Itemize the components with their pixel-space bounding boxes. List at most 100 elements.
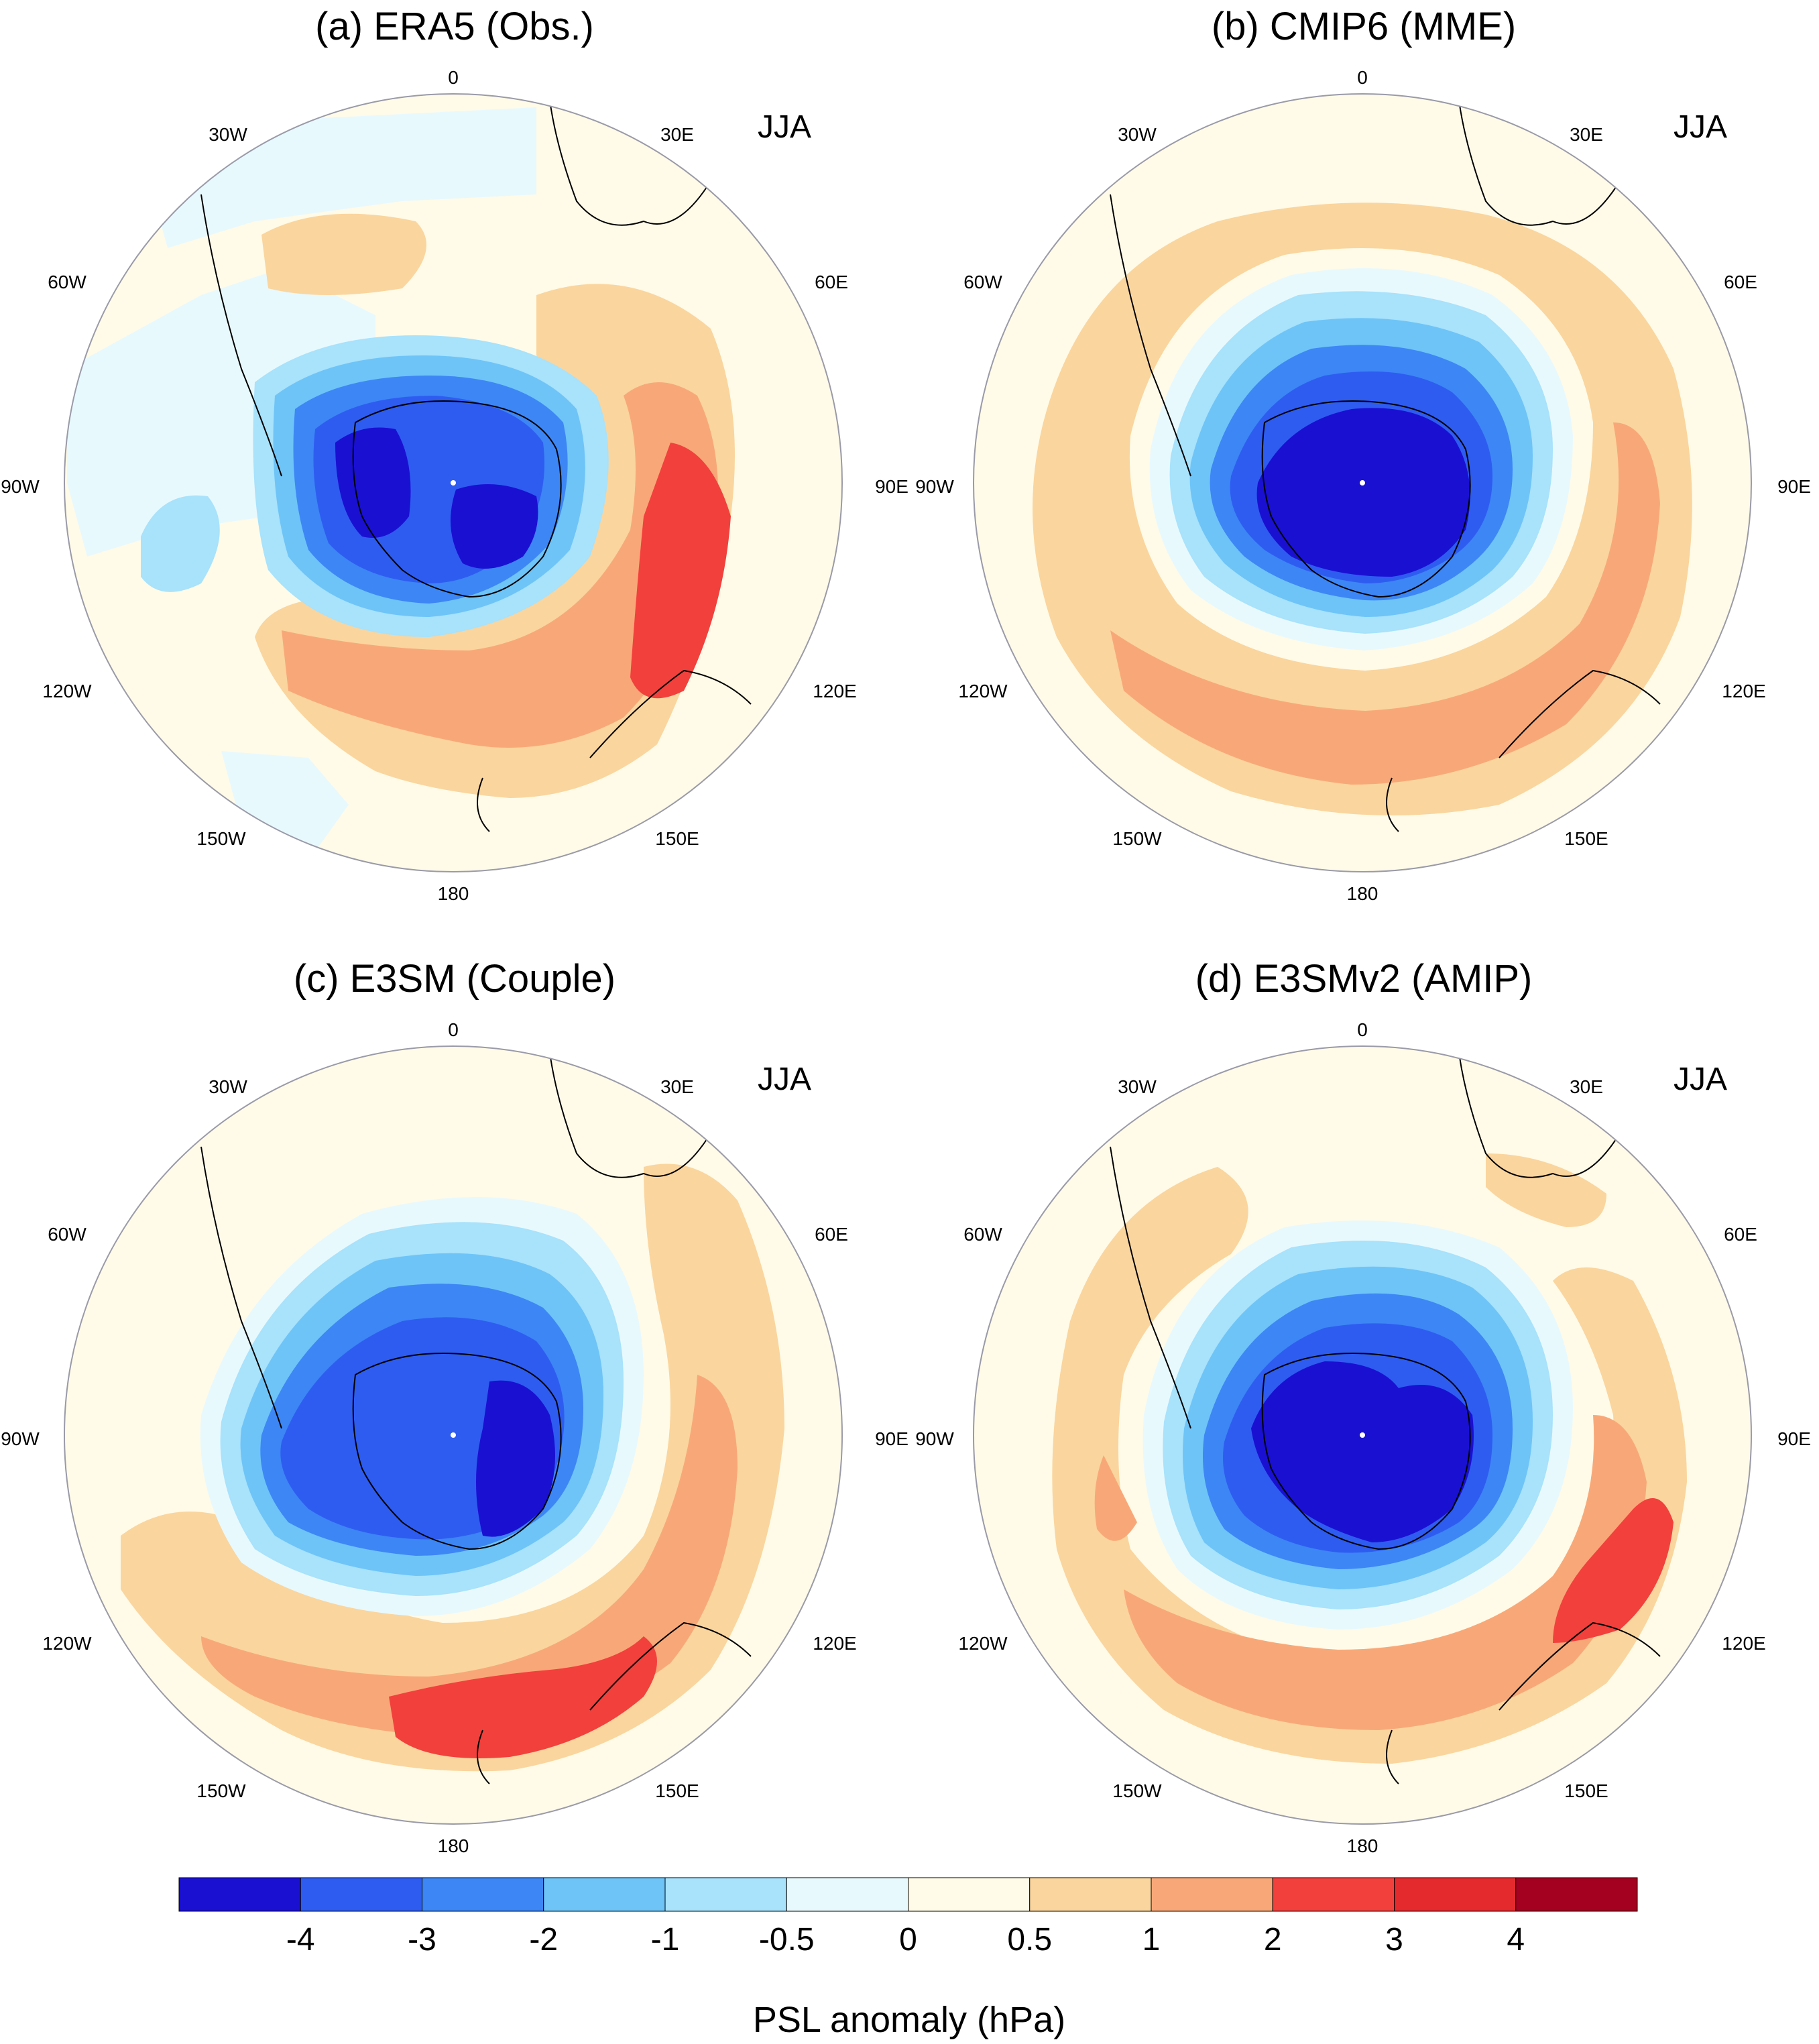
lon-label-90w: 90W <box>1 1428 40 1449</box>
lon-label-60e: 60E <box>1724 272 1757 292</box>
anomaly-region-positive <box>1486 1153 1606 1227</box>
coastline <box>200 1146 282 1429</box>
anomaly-region-positive <box>282 382 719 748</box>
panel-a: (a) ERA5 (Obs.) 0 30E <box>0 0 909 952</box>
lon-label-30e: 30E <box>660 1076 694 1097</box>
anomaly-region-positive <box>1110 422 1660 785</box>
map-boundary <box>973 1045 1752 1825</box>
anomaly-region-positive <box>389 1636 657 1758</box>
colorbar-swatch <box>178 1877 301 1912</box>
anomaly-region-negative <box>451 484 538 569</box>
map-boundary <box>973 93 1752 872</box>
lon-label-120e: 120E <box>1722 1633 1765 1654</box>
polar-map: 0 30E 60E 90E 120E 150E 180 150W 120W 90… <box>915 1019 1811 1856</box>
coastline <box>1261 400 1471 598</box>
lon-label-90e: 90E <box>875 476 908 497</box>
pole-marker <box>451 480 456 486</box>
colorbar-tick-label: -3 <box>408 1922 436 1957</box>
panel-d: (d) E3SMv2 (AMIP) 0 30E 60E 90E <box>909 952 1818 1905</box>
map-boundary <box>64 1045 843 1825</box>
lon-label-150w: 150W <box>1112 828 1162 849</box>
season-label: JJA <box>1674 1062 1727 1097</box>
colorbar-tick-label: 2 <box>1264 1922 1282 1957</box>
coastline <box>549 100 711 226</box>
coastline <box>1386 1729 1399 1784</box>
colorbar-tick-label: -1 <box>651 1922 680 1957</box>
anomaly-region-negative <box>335 427 411 538</box>
coastline <box>549 1052 711 1178</box>
colorbar-tick-label: 3 <box>1385 1922 1403 1957</box>
colorbar-swatch <box>664 1877 787 1912</box>
colorbar-swatch <box>300 1877 422 1912</box>
anomaly-region-positive <box>1094 1455 1137 1541</box>
anomaly-region-negative <box>1256 408 1470 577</box>
lon-label-90e: 90E <box>1777 476 1811 497</box>
lon-label-0: 0 <box>1357 67 1368 88</box>
lon-label-150e: 150E <box>655 828 699 849</box>
colorbar-swatch <box>1272 1877 1395 1912</box>
lon-label-60e: 60E <box>815 1224 848 1245</box>
lon-label-90w: 90W <box>915 476 954 497</box>
lon-label-60w: 60W <box>48 1224 86 1245</box>
anomaly-region-negative <box>476 1380 555 1537</box>
lon-label-150w: 150W <box>196 1780 246 1801</box>
lon-label-180: 180 <box>1347 1835 1378 1856</box>
lon-label-120e: 120E <box>813 1633 856 1654</box>
lon-label-60w: 60W <box>963 272 1002 292</box>
lon-label-30w: 30W <box>1118 124 1157 145</box>
coastline <box>477 777 490 832</box>
coastline <box>477 1729 490 1784</box>
anomaly-region-positive <box>261 213 426 295</box>
colorbar-ticks: -4 -3 -2 -1 -0.5 0 0.5 1 2 3 4 <box>286 1922 1525 1957</box>
coastline <box>352 1353 562 1550</box>
coastline <box>1261 1353 1471 1550</box>
lon-label-150w: 150W <box>196 828 246 849</box>
lon-label-150e: 150E <box>1564 1780 1608 1801</box>
colorbar-swatch <box>1029 1877 1152 1912</box>
lon-label-0: 0 <box>448 67 459 88</box>
lon-label-120w: 120W <box>42 681 92 701</box>
lon-label-120w: 120W <box>958 681 1008 701</box>
colorbar-swatch <box>1515 1877 1638 1912</box>
colorbar: -4 -3 -2 -1 -0.5 0 0.5 1 2 3 4 PSL anomaly (hPa) <box>178 1877 1638 2040</box>
polar-map: 0 30E 60E 90E 120E 150E 180 150W 120W 90… <box>915 67 1811 904</box>
lon-label-150w: 150W <box>1112 1780 1162 1801</box>
lon-label-60e: 60E <box>1724 1224 1757 1245</box>
anomaly-region-positive <box>201 1375 738 1737</box>
lon-label-180: 180 <box>1347 883 1378 904</box>
coastline <box>1458 100 1621 226</box>
colorbar-label: PSL anomaly (hPa) <box>753 2000 1065 2040</box>
lon-label-150e: 150E <box>655 1780 699 1801</box>
colorbar-swatch <box>543 1877 666 1912</box>
pole-marker <box>451 1432 456 1438</box>
polar-map: 0 30E 60E 90E 120E 150E 180 150W 120W 90… <box>1 67 908 904</box>
anomaly-region-negative <box>141 495 220 592</box>
colorbar-tick-label: 1 <box>1142 1922 1161 1957</box>
panel-b: (b) CMIP6 (MME) 0 30E 60E 90E 120E 150E <box>909 0 1818 952</box>
lon-label-30e: 30E <box>1570 124 1603 145</box>
lon-label-120w: 120W <box>42 1633 92 1654</box>
coastline <box>1386 777 1399 832</box>
lon-label-30w: 30W <box>209 1076 247 1097</box>
panel-title: (d) E3SMv2 (AMIP) <box>1195 957 1533 1001</box>
lon-label-60w: 60W <box>48 272 86 292</box>
panel-title: (b) CMIP6 (MME) <box>1211 5 1517 48</box>
lon-label-150e: 150E <box>1564 828 1608 849</box>
colorbar-tick-label: -2 <box>529 1922 558 1957</box>
pole-marker <box>1360 480 1365 486</box>
lon-label-60w: 60W <box>963 1224 1002 1245</box>
lon-label-120e: 120E <box>813 681 856 701</box>
colorbar-swatch <box>1394 1877 1517 1912</box>
lon-label-180: 180 <box>438 1835 469 1856</box>
season-label: JJA <box>758 109 811 145</box>
colorbar-tick-label: 0.5 <box>1007 1922 1052 1957</box>
pole-marker <box>1360 1432 1365 1438</box>
colorbar-boxes <box>178 1877 1638 1912</box>
coastline <box>1499 1622 1661 1711</box>
colorbar-tick-label: 0 <box>899 1922 917 1957</box>
lon-label-30w: 30W <box>1118 1076 1157 1097</box>
lon-label-30e: 30E <box>660 124 694 145</box>
polar-map: 0 30E 60E 90E 120E 150E 180 150W 120W 90… <box>1 1019 908 1856</box>
colorbar-tick-label: -0.5 <box>759 1922 815 1957</box>
lon-label-90e: 90E <box>1777 1428 1811 1449</box>
